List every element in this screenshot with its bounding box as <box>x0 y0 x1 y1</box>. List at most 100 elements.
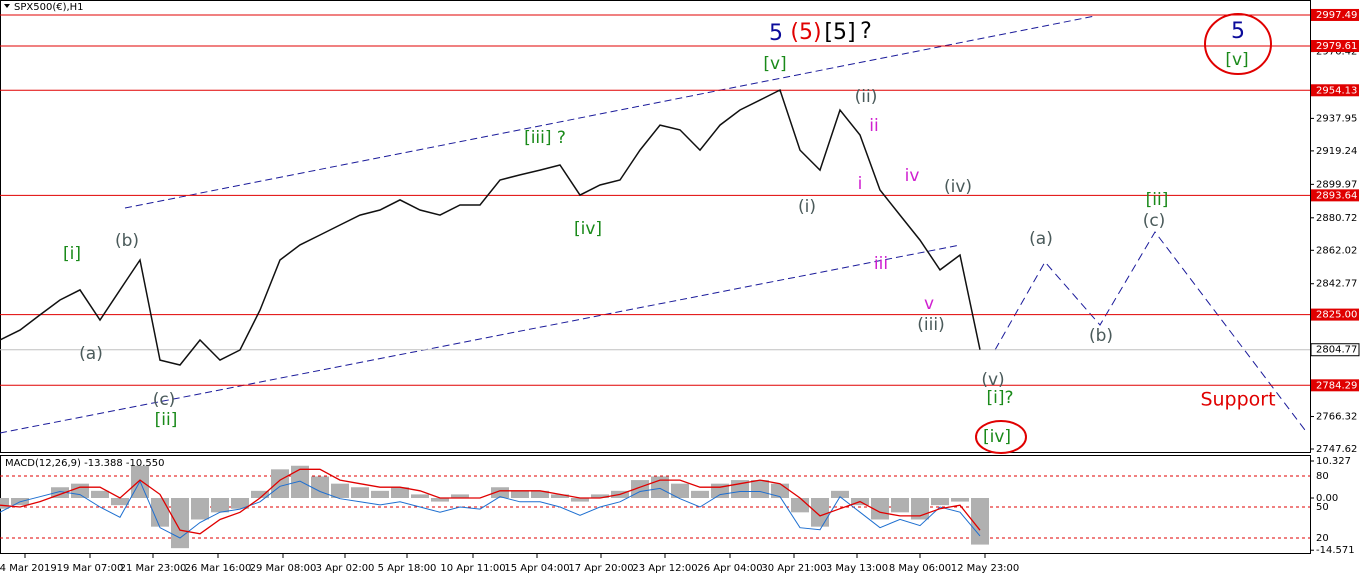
circle-marker <box>975 420 1027 454</box>
wave-label: (5) <box>790 20 821 45</box>
menu-arrow <box>4 4 10 8</box>
wave-label: (b) <box>1089 326 1113 346</box>
x-tick-label: 23 Apr 12:00 <box>632 563 697 574</box>
macd-bar <box>591 494 609 498</box>
wave-label: [5] <box>824 20 855 45</box>
y-tick-label: 2919.24 <box>1316 146 1357 157</box>
macd-bar <box>251 490 269 498</box>
x-tick-label: 12 May 23:00 <box>951 563 1020 574</box>
wave-label: i <box>858 174 863 194</box>
level-tag <box>1311 40 1359 53</box>
macd-bar <box>411 494 429 498</box>
macd-bar <box>91 490 109 498</box>
level-tag <box>1311 8 1359 21</box>
macd-bar <box>971 497 989 545</box>
wave-label: (a) <box>79 344 103 364</box>
wave-labels: 5 (5) [5] ? [v] [iii] ? [iv] [i] (b) (a)… <box>63 19 1276 447</box>
x-tick-label: 26 Apr 04:00 <box>697 563 762 574</box>
macd-bar <box>191 497 209 520</box>
macd-bar <box>371 490 389 498</box>
wave-label: (c) <box>153 390 176 410</box>
macd-bar <box>831 490 849 498</box>
support-label: Support <box>1200 389 1275 411</box>
wave-label: [iv] <box>574 219 602 239</box>
x-tick-label: 19 Mar 07:00 <box>57 563 124 574</box>
macd-bar <box>531 490 549 498</box>
wave-label: [i]? <box>986 388 1013 408</box>
y-tick-label: 10.327 <box>1316 456 1351 467</box>
price-line <box>0 88 981 366</box>
y-tick-label: -14.571 <box>1316 545 1355 556</box>
y2-tick-label: 20 <box>1316 533 1329 544</box>
last-price-label: 2804.77 <box>1316 345 1357 356</box>
x-tick-label: 8 May 06:00 <box>889 563 951 574</box>
last-price-tag <box>1310 343 1360 357</box>
y-tick-label: 2976.42 <box>1316 47 1357 58</box>
macd-bar <box>571 497 589 502</box>
level-tag <box>1311 189 1359 202</box>
channel-lower <box>0 244 961 434</box>
macd-bar <box>751 480 769 498</box>
y-tick-label: 2766.32 <box>1316 412 1357 423</box>
level-label: 2784.29 <box>1316 380 1357 391</box>
macd-bar <box>71 483 89 498</box>
wave-label: iv <box>905 166 920 186</box>
x-tick-label: 26 Mar 16:00 <box>185 563 252 574</box>
level-label: 2979.61 <box>1316 41 1357 52</box>
wave-label: iii <box>874 254 888 274</box>
wave-label: (c) <box>1143 211 1166 231</box>
wave-label: [iv] <box>983 427 1011 447</box>
x-tick-label: 5 Apr 18:00 <box>378 563 437 574</box>
x-tick-label: 10 Apr 11:00 <box>440 563 505 574</box>
level-tag <box>1311 308 1359 321</box>
wave-label: (iv) <box>944 177 972 197</box>
x-tick-label: 17 Apr 20:00 <box>568 563 633 574</box>
macd-bar <box>51 487 69 498</box>
wave-label: [v] <box>763 54 786 74</box>
macd-bar <box>111 497 129 506</box>
macd-bar <box>451 494 469 498</box>
y-tick-label: 2937.95 <box>1316 113 1357 124</box>
x-tick-label: 21 Mar 23:00 <box>120 563 187 574</box>
wave-label: (iii) <box>917 315 944 335</box>
circle-marker <box>1204 13 1272 75</box>
wave-label: [ii] <box>1146 190 1169 210</box>
macd-bar <box>691 490 709 498</box>
wave-label: (i) <box>798 197 816 217</box>
symbol-header: SPX500(€),H1 <box>14 2 84 13</box>
level-label: 2954.13 <box>1316 85 1357 96</box>
macd-bar <box>311 476 329 498</box>
level-tag <box>1311 379 1359 392</box>
macd-bar <box>431 497 449 502</box>
wave-label: (ii) <box>855 87 878 107</box>
wave-label: 5 <box>769 21 783 46</box>
wave-label: [i] <box>63 244 81 264</box>
wave-label: ? <box>860 19 872 44</box>
x-tick-label: 30 Apr 21:00 <box>761 563 826 574</box>
price-frame <box>0 0 1311 453</box>
macd-bar <box>791 497 809 513</box>
wave-label: [ii] <box>155 410 178 430</box>
macd-bar <box>811 497 829 527</box>
y2-tick-label: 80 <box>1316 471 1329 482</box>
oscillator-line <box>0 480 981 539</box>
wave-label: (b) <box>115 231 139 251</box>
macd-bar <box>391 487 409 498</box>
macd-bar <box>351 487 369 498</box>
wave-label: (v) <box>981 370 1004 390</box>
x-tick-label: 14 Mar 2019 <box>0 563 57 574</box>
y-tick-label: 2862.02 <box>1316 245 1357 256</box>
level-label: 2997.49 <box>1316 10 1357 21</box>
macd-title: MACD(12,26,9) -13.388 -10.550 <box>5 458 165 469</box>
y-tick-label: 0.00 <box>1316 493 1338 504</box>
y-tick-label: 2880.72 <box>1316 213 1357 224</box>
wave-label: v <box>924 294 934 314</box>
macd-bar <box>231 497 249 509</box>
macd-bar <box>551 494 569 498</box>
wave-label: ii <box>869 116 878 136</box>
wave-label: 5 <box>1231 19 1245 44</box>
macd-bar <box>211 497 229 513</box>
macd-bar <box>271 469 289 498</box>
x-tick-label: 3 Apr 02:00 <box>316 563 375 574</box>
